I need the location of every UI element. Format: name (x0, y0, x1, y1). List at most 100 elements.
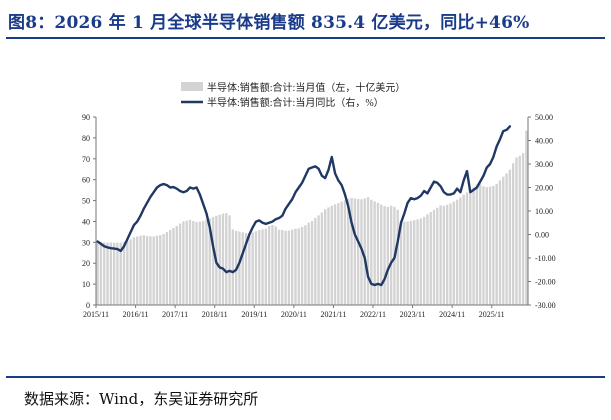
right-tick-label: 0.00 (535, 231, 549, 240)
x-tick-label: 2015/11 (83, 310, 109, 319)
bar (452, 201, 455, 305)
bar (218, 214, 221, 305)
bar (399, 220, 403, 305)
bar (139, 235, 142, 305)
right-tick-label: 10.00 (535, 207, 553, 216)
right-tick-label: 50.00 (535, 113, 553, 122)
title-rule (6, 37, 605, 39)
bar (386, 206, 390, 305)
bar (406, 221, 409, 305)
x-tick-label: 2019/11 (241, 310, 267, 319)
semiconductor-sales-chart: 半导体:销售额:合计:当月值（左，十亿美元） 半导体:销售额:合计:当月同比（右… (82, 81, 556, 319)
bar (248, 232, 251, 305)
bar (508, 169, 512, 305)
bar (261, 229, 264, 305)
bar (132, 237, 136, 305)
bar (122, 241, 126, 305)
right-axis-ticks: -30.00 -20.00 -10.00 0.00 10.00 20.00 30.00 40.… (528, 113, 556, 310)
bar (416, 219, 419, 305)
bar (169, 230, 172, 305)
bar (205, 219, 208, 305)
bar (175, 226, 178, 305)
bar (488, 186, 492, 305)
bar (155, 235, 159, 305)
right-tick-label: -10.00 (535, 254, 556, 263)
bar (267, 226, 271, 305)
yoy-line (96, 125, 512, 287)
x-tick-label: 2016/11 (123, 310, 149, 319)
left-tick-label: 10 (82, 280, 90, 289)
bar (300, 227, 304, 305)
bar (389, 205, 393, 305)
bar (370, 199, 373, 305)
legend: 半导体:销售额:合计:当月值（左，十亿美元） 半导体:销售额:合计:当月同比（右… (181, 81, 405, 109)
bar (495, 183, 498, 305)
bar (511, 163, 515, 305)
bar (347, 198, 350, 305)
legend-swatch-bar (181, 82, 203, 91)
bar (112, 242, 116, 305)
left-tick-label: 0 (86, 301, 90, 310)
bar-series (96, 130, 528, 305)
bar (241, 232, 244, 305)
bar (142, 235, 145, 305)
bar (238, 231, 241, 305)
bar (304, 225, 307, 305)
bar (228, 215, 231, 305)
x-tick-label: 2018/11 (202, 310, 228, 319)
bar (185, 220, 188, 305)
bar (254, 231, 258, 305)
x-tick-label: 2022/11 (360, 310, 386, 319)
right-tick-label: -30.00 (535, 301, 556, 310)
bar (320, 212, 324, 305)
left-tick-label: 90 (82, 113, 90, 122)
left-tick-label: 30 (82, 238, 90, 247)
figure-title: 图8：2026 年 1 月全球半导体销售额 835.4 亿美元，同比+46% (8, 13, 530, 33)
bar (505, 173, 508, 305)
bar (422, 216, 426, 305)
bar (413, 220, 416, 305)
bar (363, 198, 366, 305)
bar (356, 198, 360, 305)
bar (317, 215, 320, 305)
legend-label-bar: 半导体:销售额:合计:当月值（左，十亿美元） (207, 81, 405, 94)
bar (462, 194, 465, 305)
bar (277, 229, 281, 305)
bar (482, 186, 485, 305)
bar (446, 204, 449, 305)
bar (103, 242, 106, 305)
bar (521, 153, 525, 305)
bar (119, 242, 122, 305)
bar (162, 233, 165, 305)
x-tick-label: 2024/11 (439, 310, 465, 319)
bar (459, 197, 462, 305)
bar (455, 199, 459, 305)
bar (274, 226, 277, 305)
bar (429, 212, 432, 305)
bar (116, 242, 119, 305)
bar (149, 236, 152, 305)
bar (244, 232, 248, 305)
bar (373, 201, 376, 305)
bar (201, 221, 205, 305)
x-axis-ticks: 2015/11 2016/11 2017/11 2018/11 2019/11 2020/… (83, 305, 505, 319)
bar (208, 218, 211, 305)
bar (469, 189, 472, 305)
bar (109, 242, 113, 305)
bar (198, 221, 202, 305)
bar (126, 241, 129, 305)
bar (106, 242, 109, 305)
bar (165, 232, 169, 305)
right-tick-label: 30.00 (535, 160, 553, 169)
x-tick-label: 2020/11 (281, 310, 307, 319)
bar (449, 203, 452, 305)
right-tick-label: 40.00 (535, 137, 553, 146)
bar (472, 187, 475, 305)
bar (251, 232, 254, 305)
bar (324, 209, 327, 305)
bar (96, 241, 99, 305)
bar (188, 219, 192, 305)
legend-label-line: 半导体:销售额:合计:当月同比（右，%） (207, 96, 384, 109)
bar (525, 130, 528, 305)
bar (340, 201, 343, 305)
